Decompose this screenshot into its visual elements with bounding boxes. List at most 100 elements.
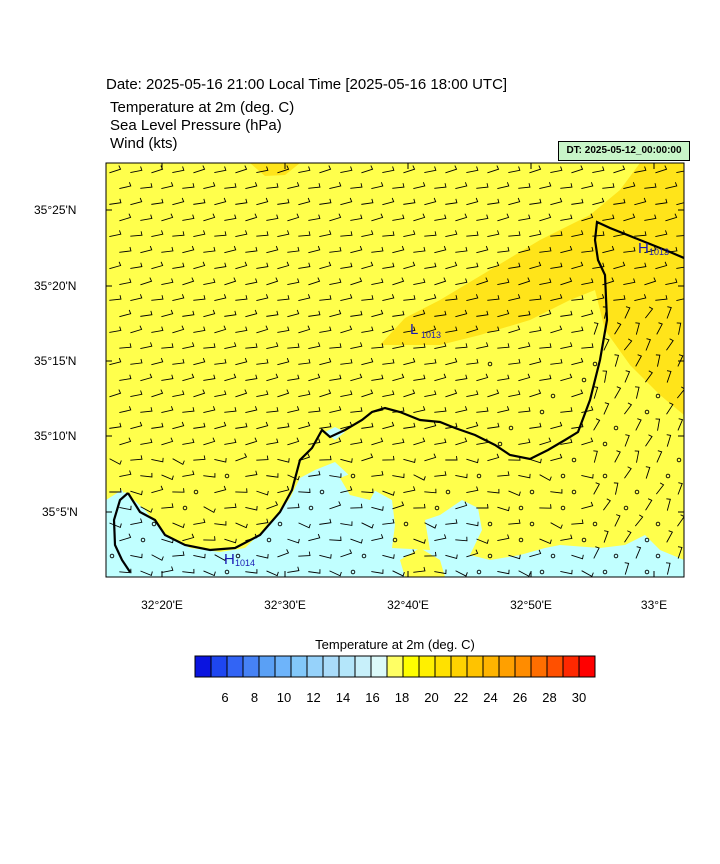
wind-barb bbox=[224, 310, 237, 317]
wind-barb bbox=[266, 214, 279, 221]
calm-wind-mark bbox=[182, 505, 188, 511]
wind-barb bbox=[214, 262, 227, 269]
wind-barb bbox=[677, 482, 683, 495]
pressure-centers: H 1014 L 1013 H 1013 bbox=[224, 240, 669, 568]
wind-barb bbox=[287, 374, 300, 381]
wind-barb bbox=[581, 437, 594, 446]
calm-wind-mark bbox=[266, 537, 272, 543]
wind-barb bbox=[371, 213, 384, 222]
wind-barb bbox=[329, 406, 342, 414]
wind-barb bbox=[298, 453, 311, 462]
wind-barb bbox=[193, 357, 206, 366]
wind-barb bbox=[688, 339, 692, 351]
wind-barb bbox=[634, 262, 647, 269]
wind-barb bbox=[256, 421, 269, 430]
wind-barb bbox=[560, 183, 573, 189]
wind-barb bbox=[624, 402, 633, 415]
wind-barb bbox=[635, 322, 640, 335]
wind-barb bbox=[161, 503, 174, 509]
wind-barb bbox=[529, 295, 542, 301]
wind-barb bbox=[392, 570, 405, 577]
wind-barb bbox=[424, 358, 437, 365]
wind-barb bbox=[434, 534, 447, 542]
wind-barb bbox=[518, 214, 531, 221]
wind-barb bbox=[508, 554, 521, 560]
wind-barb bbox=[109, 165, 122, 174]
wind-barb bbox=[109, 295, 122, 301]
wind-barb bbox=[666, 434, 672, 447]
wind-barb bbox=[476, 503, 489, 509]
wind-barb bbox=[487, 488, 500, 494]
wind-barb bbox=[550, 453, 563, 462]
wind-barb bbox=[161, 474, 174, 481]
wind-barb bbox=[119, 246, 132, 253]
wind-barb bbox=[455, 182, 468, 190]
wind-barb bbox=[508, 294, 521, 302]
wind-barb bbox=[350, 277, 363, 286]
wind-barb bbox=[109, 261, 122, 270]
wind-barb bbox=[235, 165, 248, 174]
wind-barb bbox=[665, 182, 678, 190]
colorbar-swatch bbox=[370, 655, 388, 678]
wind-barb bbox=[445, 455, 458, 461]
wind-barb bbox=[308, 277, 321, 286]
wind-barb bbox=[497, 374, 510, 381]
wind-barb bbox=[445, 261, 458, 270]
calm-wind-mark bbox=[539, 569, 545, 575]
wind-barb bbox=[592, 197, 605, 206]
wind-barb bbox=[624, 370, 631, 383]
wind-barb bbox=[466, 262, 479, 269]
wind-barb bbox=[161, 213, 174, 222]
wind-barb bbox=[655, 482, 665, 495]
colorbar-swatch bbox=[274, 655, 292, 678]
wind-barb bbox=[203, 570, 216, 577]
wind-barb bbox=[466, 166, 479, 173]
wind-barb bbox=[539, 437, 552, 446]
wind-barb bbox=[665, 213, 678, 222]
wind-barb bbox=[476, 214, 489, 221]
wind-barb bbox=[130, 518, 143, 525]
wind-barb bbox=[361, 488, 374, 494]
wind-barb bbox=[560, 277, 573, 286]
wind-barb bbox=[308, 342, 321, 350]
wind-barb bbox=[392, 245, 405, 254]
wind-barb bbox=[508, 390, 521, 397]
wind-barb bbox=[413, 343, 426, 349]
wind-barb bbox=[182, 533, 195, 542]
calm-wind-mark bbox=[571, 457, 577, 463]
calm-wind-mark bbox=[392, 537, 398, 543]
wind-barb bbox=[645, 434, 653, 447]
wind-barb bbox=[235, 389, 248, 398]
wind-barb bbox=[245, 437, 258, 446]
wind-barb bbox=[666, 370, 672, 383]
colorbar-swatch bbox=[418, 655, 436, 678]
wind-barb bbox=[645, 466, 651, 479]
wind-barb bbox=[539, 538, 552, 545]
wind-barb bbox=[329, 501, 342, 510]
calm-wind-mark bbox=[560, 473, 566, 479]
wind-barb bbox=[593, 546, 600, 559]
wind-barb bbox=[382, 518, 395, 525]
wind-barb bbox=[518, 407, 531, 413]
wind-barb bbox=[224, 438, 237, 445]
wind-barb bbox=[676, 235, 684, 237]
calm-wind-mark bbox=[550, 553, 556, 559]
wind-barb bbox=[298, 166, 311, 173]
wind-barb bbox=[214, 166, 227, 173]
wind-barb bbox=[571, 422, 584, 429]
wind-barb bbox=[497, 569, 510, 575]
wind-barb bbox=[130, 358, 143, 365]
wind-barb bbox=[382, 490, 395, 496]
wind-barb bbox=[308, 373, 321, 382]
wind-barb bbox=[319, 422, 332, 429]
wind-barb bbox=[560, 310, 573, 317]
wind-barb bbox=[655, 261, 668, 270]
wind-barb bbox=[392, 373, 405, 382]
wind-barb bbox=[466, 325, 479, 334]
wind-barb bbox=[581, 309, 594, 318]
low-pressure-value: 1013 bbox=[421, 330, 441, 340]
calm-wind-mark bbox=[634, 489, 640, 495]
wind-barb bbox=[539, 246, 552, 253]
wind-barb bbox=[329, 278, 342, 285]
wind-barb bbox=[614, 514, 621, 527]
